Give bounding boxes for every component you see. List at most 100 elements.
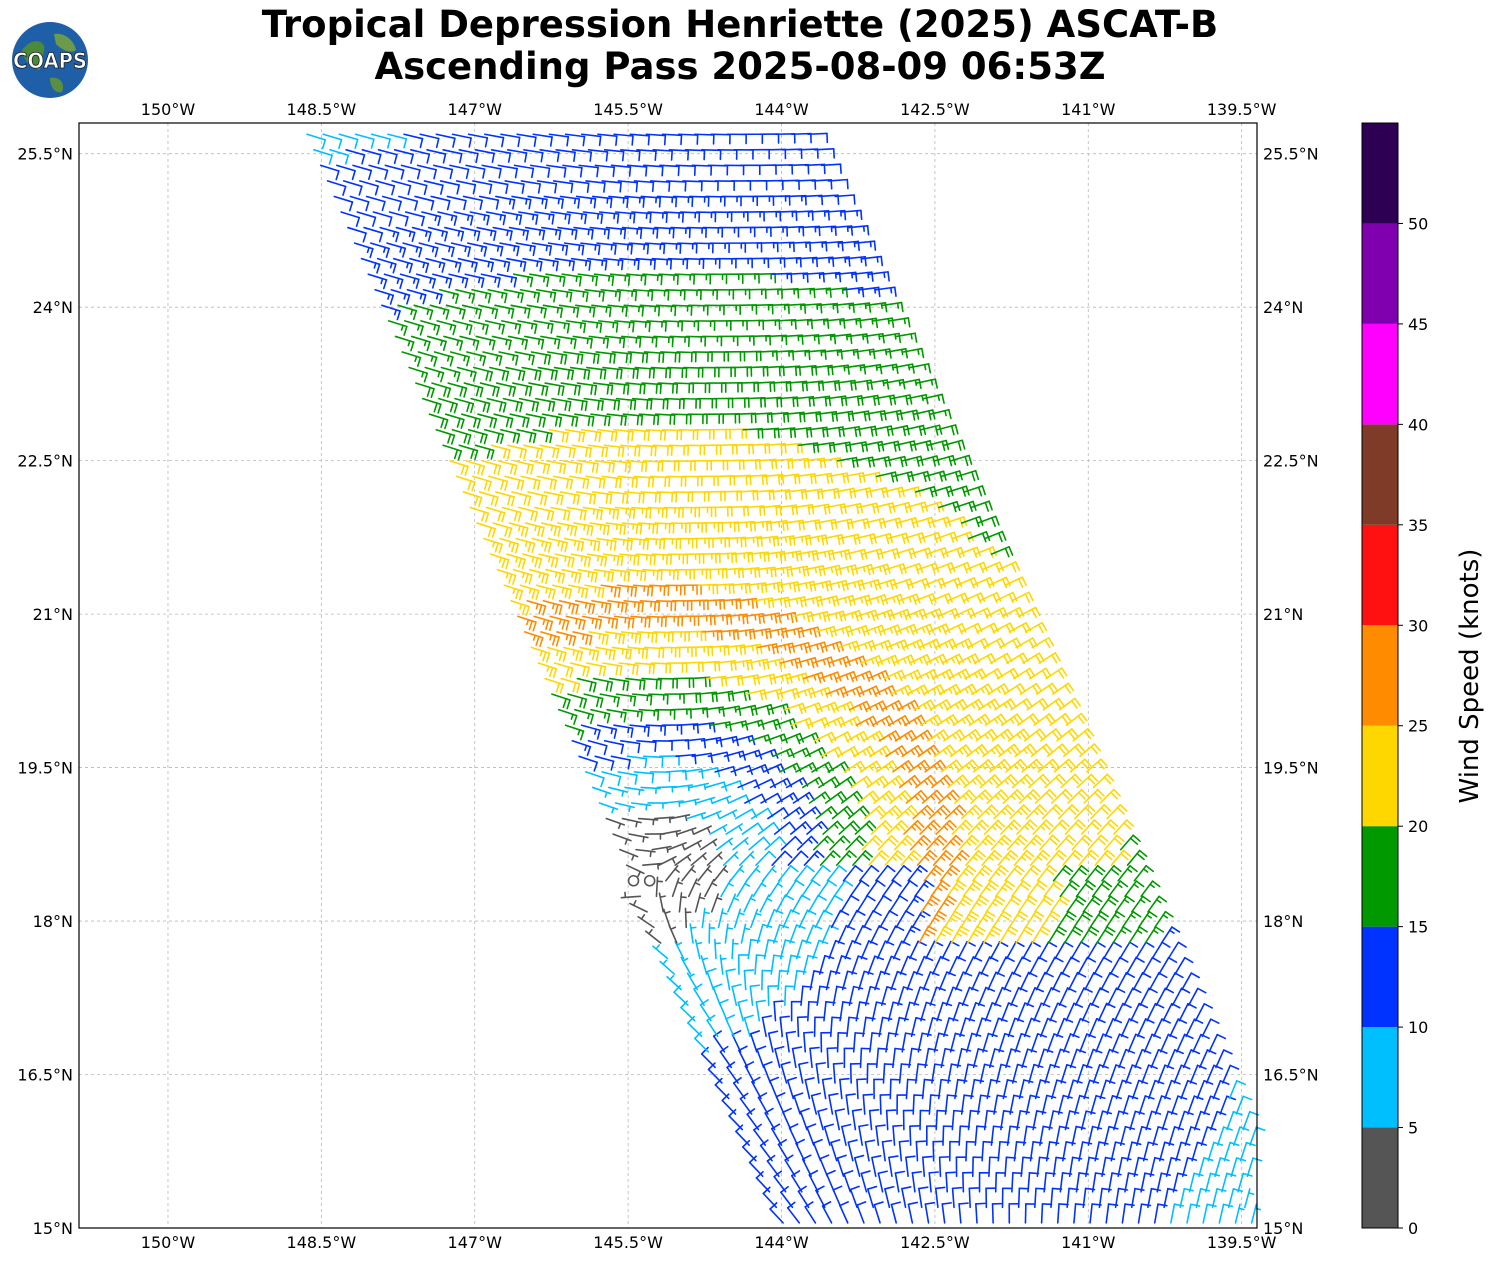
wind-barb [1061, 956, 1080, 975]
wind-barb [771, 850, 793, 866]
wind-barb [421, 211, 442, 227]
wind-barb [756, 748, 779, 759]
wind-barb [896, 804, 919, 820]
wind-barb [384, 164, 405, 180]
land-shape [22, 41, 45, 70]
wind-barb [1113, 1002, 1132, 1022]
wind-barb [379, 226, 400, 243]
wind-barb [770, 672, 793, 685]
wind-barb [905, 789, 928, 804]
wind-barb [864, 1139, 876, 1162]
wind-barb [832, 701, 856, 713]
wind-barb [530, 646, 551, 663]
wind-barb [673, 984, 689, 1006]
wind-barb [901, 744, 924, 758]
wind-barb [731, 659, 754, 671]
colorbar-segment [1362, 725, 1398, 827]
wind-barb [459, 335, 480, 351]
wind-barb [898, 880, 918, 898]
wind-barb [763, 658, 786, 670]
wind-barb [825, 1169, 836, 1193]
wind-barb [565, 615, 586, 631]
lat-tick-label-right: 21°N [1263, 605, 1303, 624]
wind-barb [735, 704, 758, 716]
wind-barb [956, 759, 979, 773]
wind-barb [1098, 895, 1119, 913]
wind-barb [786, 954, 801, 975]
wind-barb [375, 180, 396, 196]
wind-barb [1058, 987, 1077, 1006]
wind-barb [831, 805, 854, 820]
wind-barb [1017, 713, 1040, 727]
wind-barb [701, 907, 711, 929]
wind-barb [1113, 819, 1135, 835]
wind-barb [914, 593, 937, 605]
wind-barb [408, 366, 429, 383]
wind-barb [804, 1077, 815, 1100]
wind-barb [1086, 941, 1106, 960]
wind-barb [1126, 849, 1148, 866]
wind-barb [329, 149, 350, 165]
wind-barb [815, 1062, 827, 1084]
wind-barb [509, 413, 530, 428]
colorbar-label: Wind Speed (knots) [1455, 549, 1485, 804]
wind-barb [383, 273, 404, 290]
wind-barb [1103, 834, 1125, 851]
wind-barb [735, 1124, 750, 1146]
wind-barb [1016, 819, 1038, 835]
wind-barb [882, 1063, 895, 1084]
wind-barb [659, 959, 676, 975]
wind-barb [1133, 865, 1154, 882]
wind-barb [404, 320, 424, 336]
wind-barb [921, 789, 944, 804]
wind-barb [1146, 1002, 1165, 1022]
colorbar-segment [1362, 223, 1398, 324]
wind-barb [1147, 1079, 1165, 1100]
wind-barb [1070, 941, 1090, 960]
wind-barb [1033, 713, 1056, 727]
wind-barb [967, 819, 990, 835]
wind-barb [885, 1109, 897, 1131]
wind-barb [733, 908, 745, 929]
wind-barb [737, 779, 760, 790]
wind-barb [631, 802, 652, 811]
wind-barb [667, 841, 687, 851]
wind-barb [399, 273, 420, 289]
colorbar-segment [1362, 323, 1398, 425]
wind-barb [806, 1000, 819, 1022]
wind-barb [433, 351, 454, 367]
wind-barb [1012, 667, 1036, 680]
wind-barb [322, 133, 343, 150]
wind-barb [993, 1094, 1007, 1115]
wind-barb [933, 1032, 949, 1053]
wind-barb [515, 537, 536, 554]
wind-barb [958, 834, 980, 851]
wind-barb [755, 999, 767, 1022]
wind-barb [932, 1140, 944, 1162]
wind-barb [929, 986, 946, 1006]
wind-barb [716, 837, 733, 851]
wind-barb [819, 1154, 830, 1178]
wind-barb [387, 133, 408, 149]
wind-barb [1065, 1002, 1084, 1022]
wind-barb [370, 242, 390, 258]
wind-barb [1134, 1048, 1152, 1069]
wind-barb [851, 670, 874, 682]
wind-barb [995, 1063, 1011, 1084]
wind-barb [1085, 1048, 1103, 1069]
wind-barb [614, 802, 635, 813]
wind-barb [457, 257, 478, 273]
wind-barb [1027, 880, 1048, 898]
wind-barb [1094, 1141, 1109, 1162]
wind-barb [498, 351, 519, 366]
wind-barb [912, 1094, 924, 1115]
wind-barb [1136, 1018, 1155, 1038]
wind-barb [882, 775, 905, 789]
wind-barb [462, 491, 483, 508]
wind-barb [992, 910, 1012, 929]
wind-barb [839, 1201, 849, 1224]
wind-barb [877, 835, 899, 851]
wind-barb [306, 133, 327, 150]
wind-barb [643, 874, 656, 887]
wind-barb [923, 865, 944, 882]
